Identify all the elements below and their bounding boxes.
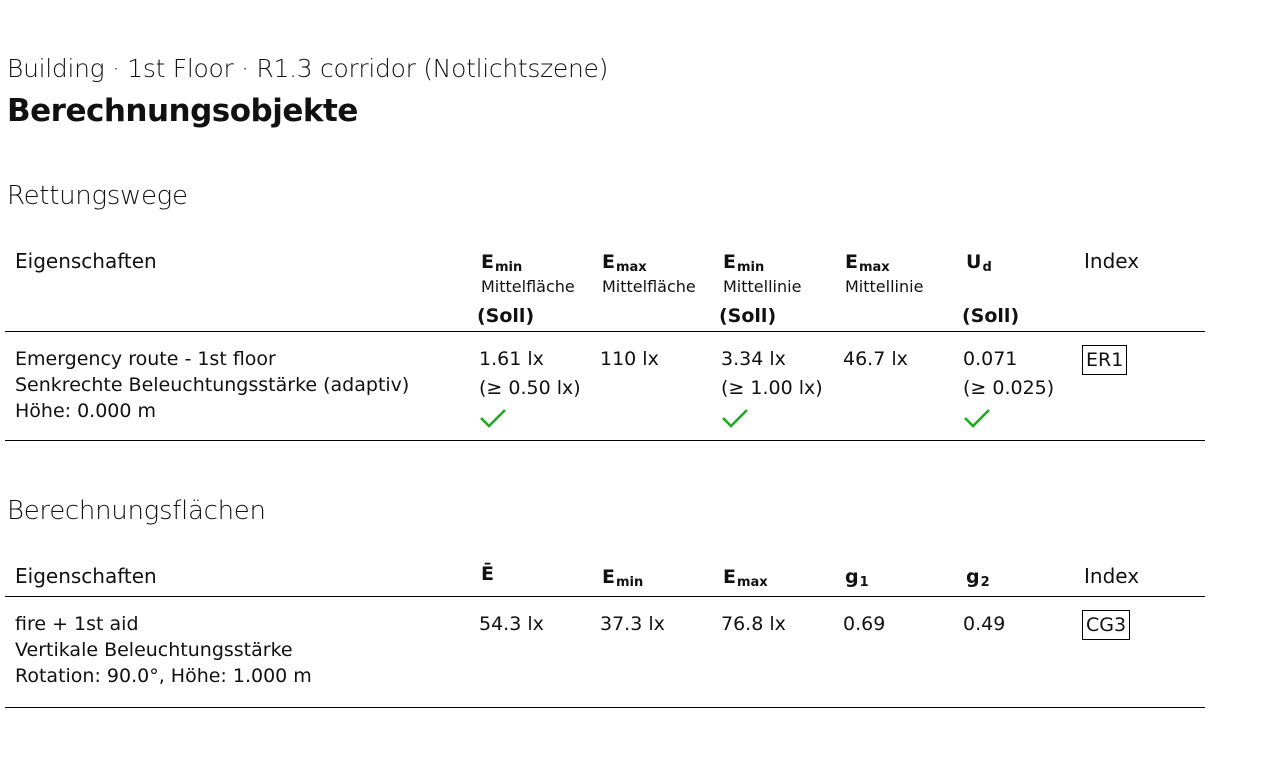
row-name: fire + 1st aid xyxy=(15,613,139,635)
col-header-properties: Eigenschaften xyxy=(15,249,157,273)
col-header-eavg: Ē xyxy=(481,563,494,585)
table-row: Emergency route - 1st floor Senkrechte B… xyxy=(5,332,1205,441)
index-badge: CG3 xyxy=(1082,610,1131,640)
cell-emax-area: 110 lx xyxy=(600,348,659,370)
cell-eavg: 54.3 lx xyxy=(479,613,544,635)
section-heading-calc-surfaces: Berechnungsflächen xyxy=(7,496,266,526)
col-header-emin-line-soll: (Soll) xyxy=(719,305,777,327)
col-header-emin-area: Emin Mittelfläche xyxy=(481,251,575,296)
cell-emin-line: 3.34 lx (≥ 1.00 lx) xyxy=(721,345,823,429)
page-title: Berechnungsobjekte xyxy=(7,93,358,129)
col-header-properties: Eigenschaften xyxy=(15,564,157,588)
col-header-index: Index xyxy=(1084,249,1140,273)
check-icon xyxy=(722,409,748,428)
col-header-emax-line: Emax Mittellinie xyxy=(845,251,924,296)
cell-ud: 0.071 (≥ 0.025) xyxy=(963,345,1054,429)
table-header: Eigenschaften Emin Mittelfläche (Soll) E… xyxy=(5,245,1205,332)
col-header-emin-area-soll: (Soll) xyxy=(477,305,535,327)
row-type: Senkrechte Beleuchtungsstärke (adaptiv) xyxy=(15,374,410,396)
col-header-emax-area: Emax Mittelfläche xyxy=(602,251,696,296)
col-header-ud: Ud xyxy=(966,251,992,275)
col-header-emin-line: Emin Mittellinie xyxy=(723,251,802,296)
escape-routes-table: Eigenschaften Emin Mittelfläche (Soll) E… xyxy=(5,245,1205,441)
row-height: Höhe: 0.000 m xyxy=(15,400,157,422)
col-header-ud-soll: (Soll) xyxy=(962,305,1020,327)
row-params: Rotation: 90.0°, Höhe: 1.000 m xyxy=(15,665,312,687)
col-header-g1: g1 xyxy=(845,566,869,590)
row-type: Vertikale Beleuchtungsstärke xyxy=(15,639,293,661)
breadcrumb: Building · 1st Floor · R1.3 corridor (No… xyxy=(7,54,609,83)
index-badge: ER1 xyxy=(1082,345,1128,375)
cell-emax: 76.8 lx xyxy=(721,613,786,635)
cell-emax-line: 46.7 lx xyxy=(843,348,908,370)
calc-surfaces-table: Eigenschaften Ē Emin Emax g1 g2 Index fi… xyxy=(5,560,1205,708)
col-header-index: Index xyxy=(1084,564,1140,588)
col-header-emax: Emax xyxy=(723,566,768,590)
cell-emin: 37.3 lx xyxy=(600,613,665,635)
row-properties: fire + 1st aid Vertikale Beleuchtungsstä… xyxy=(15,611,312,689)
row-name: Emergency route - 1st floor xyxy=(15,348,276,370)
col-header-g2: g2 xyxy=(966,566,990,590)
check-icon xyxy=(964,409,990,428)
row-properties: Emergency route - 1st floor Senkrechte B… xyxy=(15,346,409,424)
section-heading-escape-routes: Rettungswege xyxy=(7,181,188,211)
table-row: fire + 1st aid Vertikale Beleuchtungsstä… xyxy=(5,597,1205,708)
cell-g2: 0.49 xyxy=(963,613,1006,635)
check-icon xyxy=(480,409,506,428)
table-header: Eigenschaften Ē Emin Emax g1 g2 Index xyxy=(5,560,1205,597)
cell-emin-area: 1.61 lx (≥ 0.50 lx) xyxy=(479,345,581,429)
cell-g1: 0.69 xyxy=(843,613,886,635)
col-header-emin: Emin xyxy=(602,566,644,590)
